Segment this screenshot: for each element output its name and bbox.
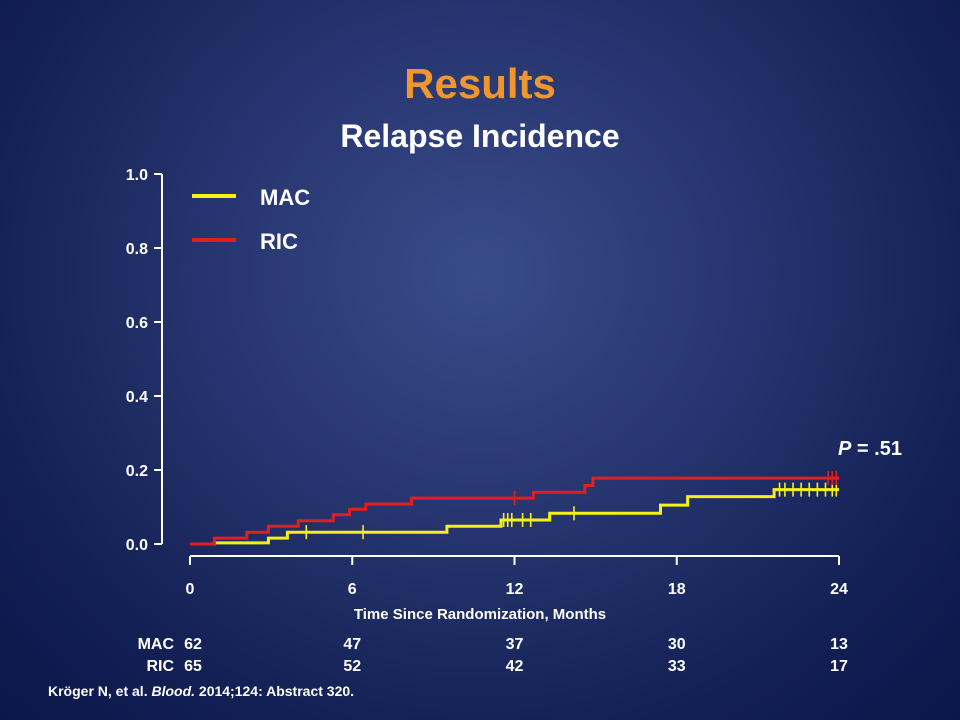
p-value-symbol: P (838, 438, 852, 460)
y-tick-label: 0.4 (126, 389, 148, 406)
y-tick-label: 0.0 (126, 537, 148, 554)
citation: Kröger N, et al. Blood. 2014;124: Abstra… (48, 683, 354, 699)
series-line-mac (190, 488, 839, 546)
x-tick-label: 0 (186, 581, 195, 598)
at-risk-value: 52 (343, 658, 361, 675)
slide-title: Results (404, 60, 556, 107)
x-tick-label: 18 (668, 581, 686, 598)
x-tick-label: 6 (348, 581, 357, 598)
at-risk-value: 37 (506, 636, 524, 653)
citation-journal: Blood. (151, 683, 196, 699)
at-risk-row-label: MAC (138, 636, 175, 653)
at-risk-value: 62 (184, 636, 202, 653)
at-risk-value: 33 (668, 658, 686, 675)
at-risk-value: 13 (830, 636, 848, 653)
y-tick-label: 0.2 (126, 463, 148, 480)
at-risk-value: 65 (184, 658, 202, 675)
at-risk-value: 30 (668, 636, 686, 653)
x-axis-title: Time Since Randomization, Months (354, 606, 606, 623)
legend-label-mac: MAC (260, 185, 310, 210)
at-risk-value: 17 (830, 658, 848, 675)
x-tick-label: 24 (830, 581, 848, 598)
x-tick-label: 12 (506, 581, 524, 598)
y-tick-label: 0.8 (126, 241, 148, 258)
at-risk-value: 42 (506, 658, 524, 675)
citation-details: 2014;124: Abstract 320. (195, 683, 355, 699)
p-value-text: = .51 (851, 438, 902, 460)
series-line-ric (190, 476, 839, 546)
y-tick-label: 1.0 (126, 167, 148, 184)
at-risk-value: 47 (343, 636, 361, 653)
chart-subtitle: Relapse Incidence (340, 118, 620, 154)
p-value-annotation: P = .51 (838, 438, 902, 460)
y-tick-label: 0.6 (126, 315, 148, 332)
legend-label-ric: RIC (260, 229, 298, 254)
citation-authors: Kröger N, et al. (48, 683, 152, 699)
at-risk-row-label: RIC (146, 658, 174, 675)
